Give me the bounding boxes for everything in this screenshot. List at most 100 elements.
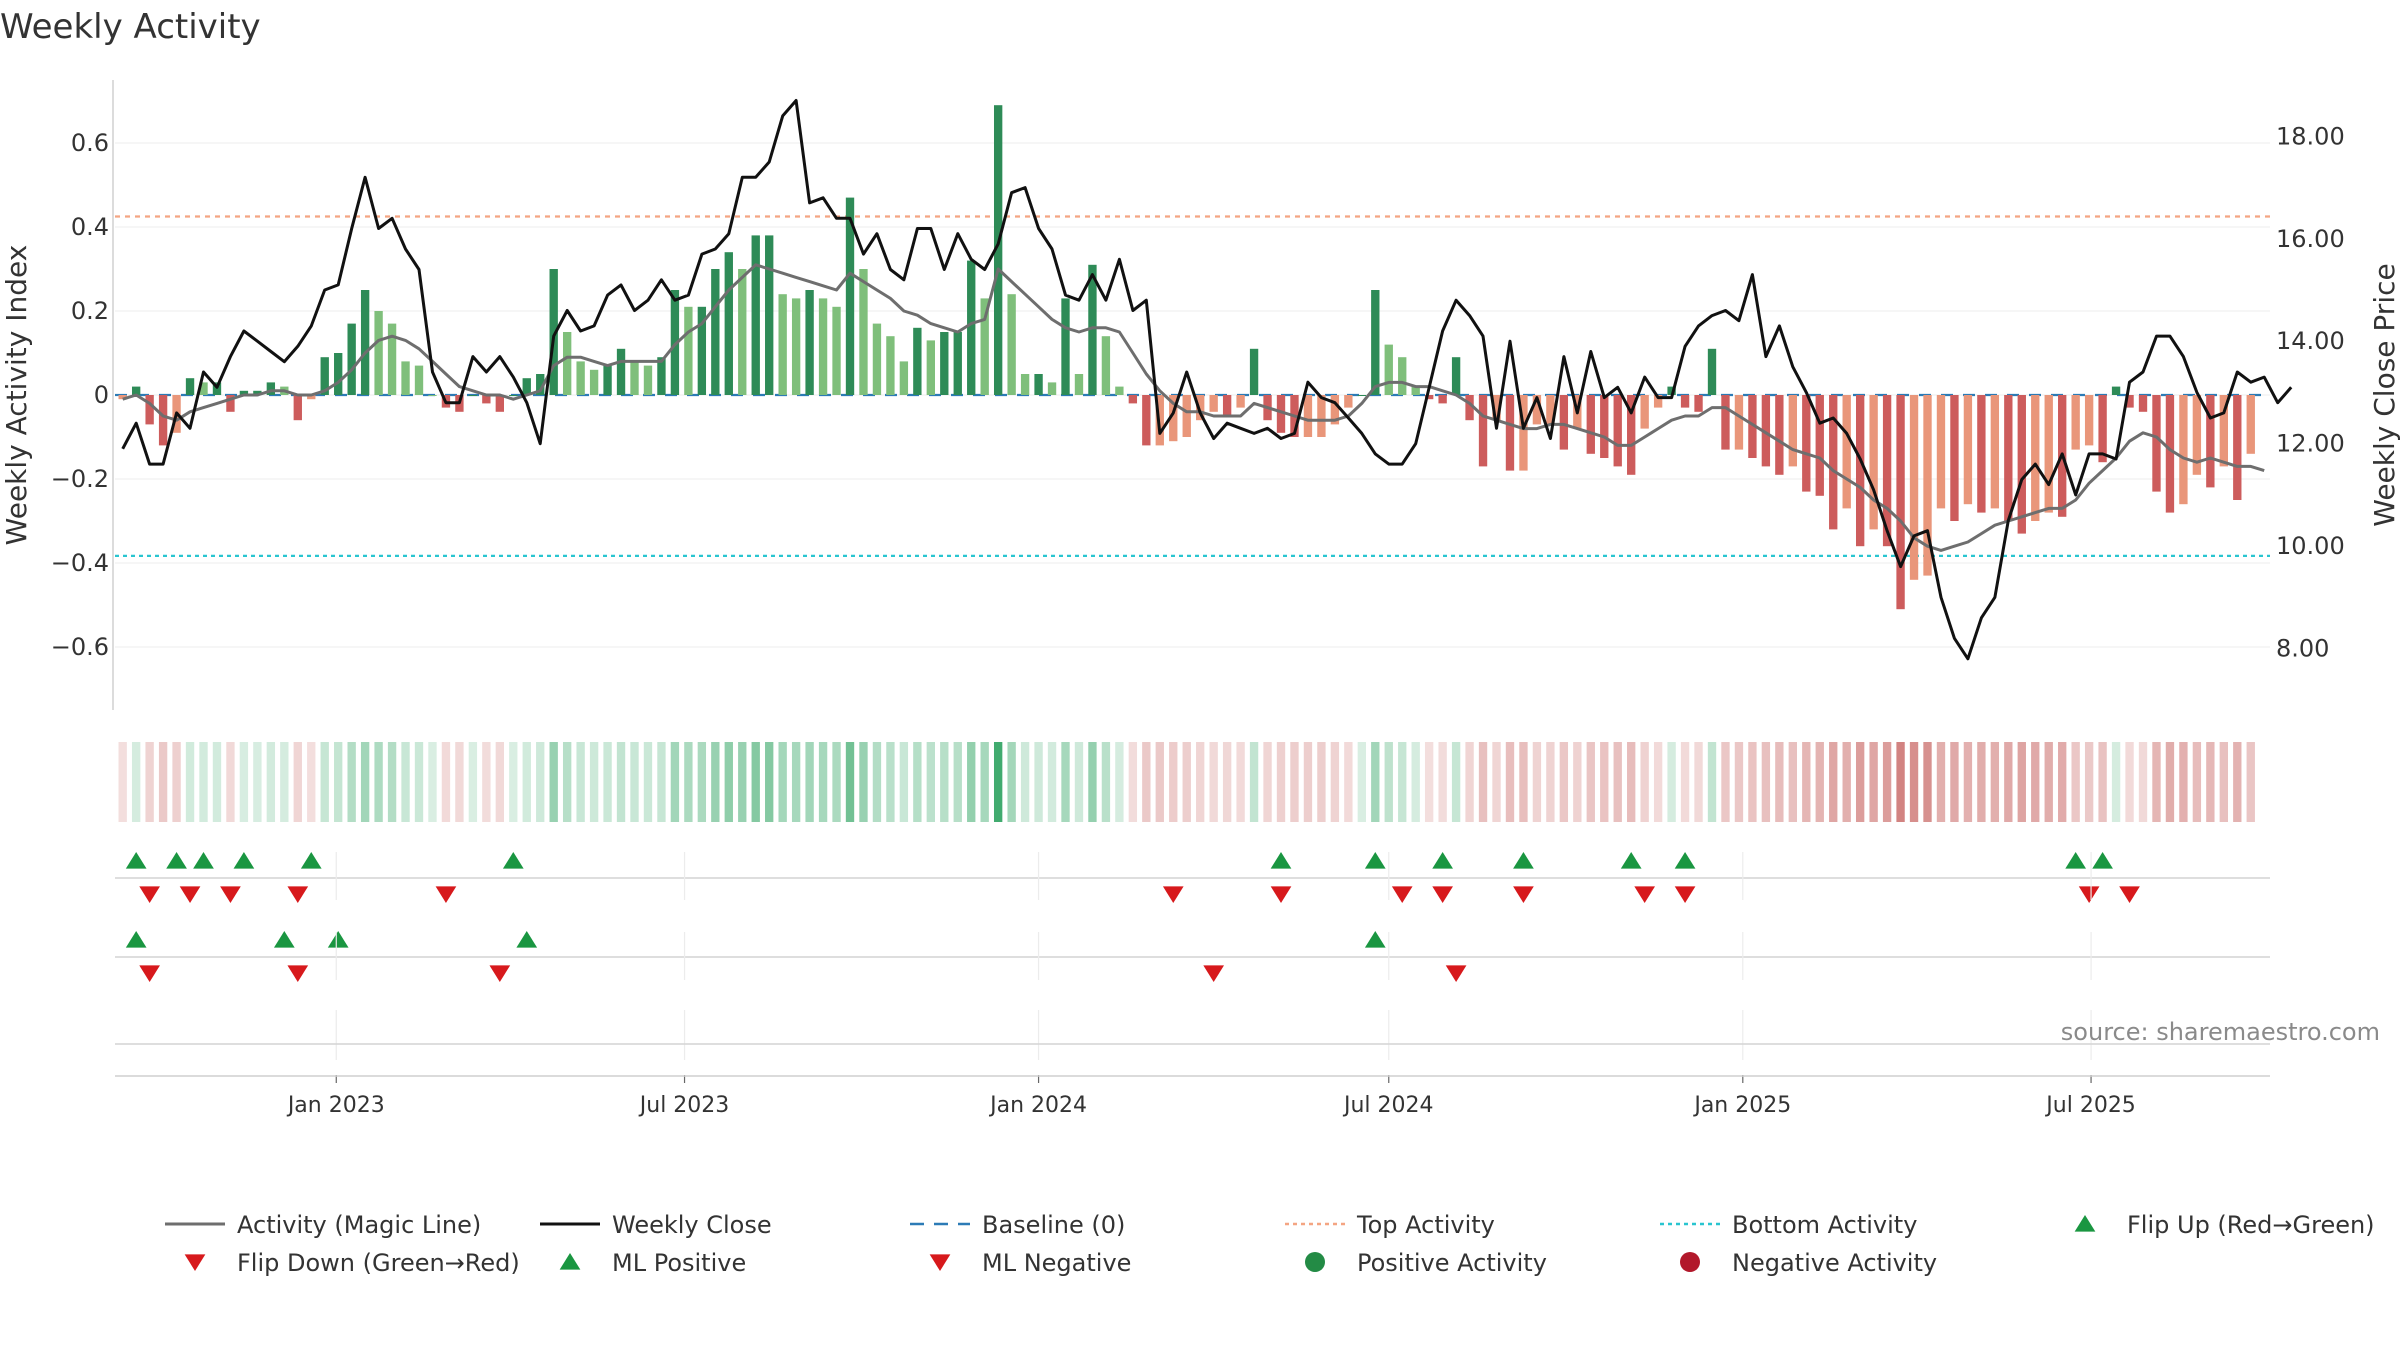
strip-cell — [792, 742, 800, 822]
strip-cell — [1910, 742, 1918, 822]
strip-cell — [1816, 742, 1824, 822]
activity-bar — [725, 252, 733, 395]
strip-cell — [873, 742, 881, 822]
activity-bar — [2071, 395, 2079, 450]
activity-bar — [1829, 395, 1837, 529]
strip-cell — [1950, 742, 1958, 822]
activity-bar — [469, 395, 477, 396]
strip-cell — [145, 742, 153, 822]
strip-cell — [2098, 742, 2106, 822]
activity-bar — [2139, 395, 2147, 412]
strip-cell — [725, 742, 733, 822]
strip-cell — [2031, 742, 2039, 822]
strip-cell — [213, 742, 221, 822]
legend-swatch — [930, 1254, 951, 1271]
strip-cell — [294, 742, 302, 822]
strip-cell — [469, 742, 477, 822]
activity-bar — [1385, 345, 1393, 395]
strip-cell — [1438, 742, 1446, 822]
activity-bar — [1816, 395, 1824, 496]
activity-bar — [1694, 395, 1702, 412]
activity-bar — [805, 290, 813, 395]
strip-cell — [1007, 742, 1015, 822]
activity-bar — [1142, 395, 1150, 445]
flip-down-marker — [287, 886, 308, 903]
flip-down-marker — [436, 886, 457, 903]
flip-down-marker — [2119, 886, 2140, 903]
flip-down-marker — [1163, 886, 1184, 903]
activity-bar — [1344, 395, 1352, 408]
legend-swatch — [2075, 1215, 2096, 1232]
activity-bar — [1075, 374, 1083, 395]
strip-cell — [1479, 742, 1487, 822]
activity-bar — [1681, 395, 1689, 408]
activity-bar — [1775, 395, 1783, 475]
strip-cell — [1977, 742, 1985, 822]
strip-cell — [186, 742, 194, 822]
legend-label: Baseline (0) — [982, 1211, 1125, 1239]
source-label: source: sharemaestro.com — [2061, 1018, 2380, 1046]
activity-bar — [873, 324, 881, 395]
activity-bar — [563, 332, 571, 395]
activity-bar — [1856, 395, 1864, 546]
activity-bar — [2166, 395, 2174, 513]
strip-cell — [2166, 742, 2174, 822]
strip-cell — [1560, 742, 1568, 822]
activity-bar — [819, 298, 827, 395]
x-tick-label: Jan 2025 — [1692, 1093, 1791, 1118]
activity-bar — [1802, 395, 1810, 492]
activity-bar — [684, 307, 692, 395]
flip-down-marker — [139, 886, 160, 903]
strip-cell — [1492, 742, 1500, 822]
x-tick-label: Jul 2023 — [638, 1093, 730, 1118]
activity-bar — [832, 307, 840, 395]
ml-positive-marker — [126, 931, 147, 948]
activity-bar — [1789, 395, 1797, 466]
activity-bar — [1735, 395, 1743, 450]
strip-cell — [2125, 742, 2133, 822]
activity-bar — [1721, 395, 1729, 450]
flip-down-marker — [1513, 886, 1534, 903]
activity-heat-strip — [119, 742, 2255, 822]
activity-bar — [1708, 349, 1716, 395]
activity-bar — [1048, 382, 1056, 395]
activity-bar — [2206, 395, 2214, 487]
strip-cell — [1546, 742, 1554, 822]
activity-bar — [1007, 294, 1015, 395]
ml-negative-marker — [139, 965, 160, 982]
y2-axis-label: Weekly Close Price — [2368, 263, 2400, 526]
strip-cell — [967, 742, 975, 822]
strip-cell — [2206, 742, 2214, 822]
activity-bar — [954, 332, 962, 395]
flip-up-marker — [1271, 852, 1292, 869]
strip-cell — [1721, 742, 1729, 822]
flip-down-marker — [220, 886, 241, 903]
strip-cell — [388, 742, 396, 822]
activity-bar — [1452, 357, 1460, 395]
strip-cell — [1587, 742, 1595, 822]
strip-cell — [172, 742, 180, 822]
activity-bar — [1236, 395, 1244, 408]
activity-bar — [2031, 395, 2039, 521]
strip-cell — [940, 742, 948, 822]
strip-cell — [1371, 742, 1379, 822]
y-tick-label: 0.6 — [71, 129, 109, 157]
strip-cell — [2179, 742, 2187, 822]
strip-cell — [2152, 742, 2160, 822]
chart-title: Weekly Activity — [0, 7, 261, 47]
strip-cell — [1250, 742, 1258, 822]
flip-up-marker — [1621, 852, 1642, 869]
x-tick-label: Jul 2025 — [2044, 1093, 2136, 1118]
strip-cell — [1789, 742, 1797, 822]
activity-bar — [1398, 357, 1406, 395]
strip-cell — [1506, 742, 1514, 822]
strip-cell — [2058, 742, 2066, 822]
ml-negative-marker — [287, 965, 308, 982]
strip-cell — [644, 742, 652, 822]
strip-cell — [1196, 742, 1204, 822]
legend-label: Weekly Close — [612, 1211, 772, 1239]
strip-cell — [671, 742, 679, 822]
strip-cell — [698, 742, 706, 822]
activity-bar — [778, 294, 786, 395]
strip-cell — [2233, 742, 2241, 822]
